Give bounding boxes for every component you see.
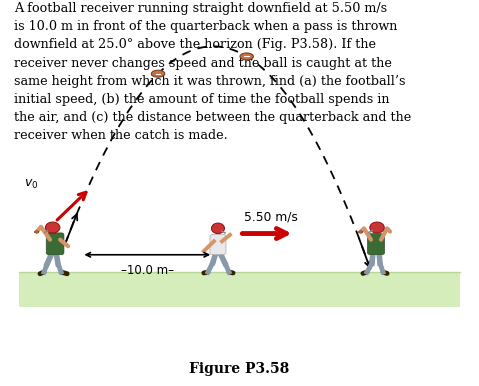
- Text: –10.0 m–: –10.0 m–: [121, 264, 174, 278]
- Text: A football receiver running straight downfield at 5.50 m/s
is 10.0 m in front of: A football receiver running straight dow…: [14, 2, 411, 142]
- Text: $v_0$: $v_0$: [24, 178, 38, 191]
- Text: 5.50 m/s: 5.50 m/s: [244, 211, 298, 224]
- Ellipse shape: [46, 222, 60, 233]
- FancyBboxPatch shape: [367, 234, 385, 255]
- Ellipse shape: [240, 53, 253, 60]
- Ellipse shape: [211, 223, 225, 234]
- Text: Figure P3.58: Figure P3.58: [189, 362, 290, 376]
- Ellipse shape: [34, 231, 39, 233]
- Ellipse shape: [370, 222, 384, 233]
- Ellipse shape: [151, 70, 165, 77]
- Ellipse shape: [358, 231, 363, 233]
- FancyBboxPatch shape: [46, 233, 64, 255]
- Bar: [19, 272, 460, 307]
- FancyBboxPatch shape: [210, 235, 226, 255]
